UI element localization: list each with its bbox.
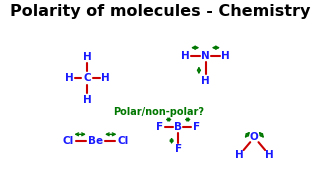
Text: O: O [250, 132, 259, 142]
Text: H: H [235, 150, 244, 160]
Text: H: H [83, 51, 92, 62]
Text: H: H [101, 73, 110, 83]
Text: H: H [181, 51, 190, 60]
Text: H: H [83, 95, 92, 105]
Text: Cl: Cl [117, 136, 128, 146]
Text: H: H [65, 73, 73, 83]
Text: H: H [221, 51, 230, 60]
Text: F: F [175, 144, 182, 154]
Text: F: F [156, 122, 164, 132]
Text: Be: Be [88, 136, 103, 146]
Text: C: C [83, 73, 91, 83]
Text: F: F [193, 122, 200, 132]
Text: H: H [201, 76, 210, 86]
Text: Cl: Cl [62, 136, 74, 146]
Text: B: B [174, 122, 182, 132]
Text: Polarity of molecules - Chemistry: Polarity of molecules - Chemistry [10, 4, 310, 19]
Text: H: H [265, 150, 274, 160]
Text: N: N [201, 51, 210, 60]
Text: Polar/non-polar?: Polar/non-polar? [113, 107, 204, 117]
